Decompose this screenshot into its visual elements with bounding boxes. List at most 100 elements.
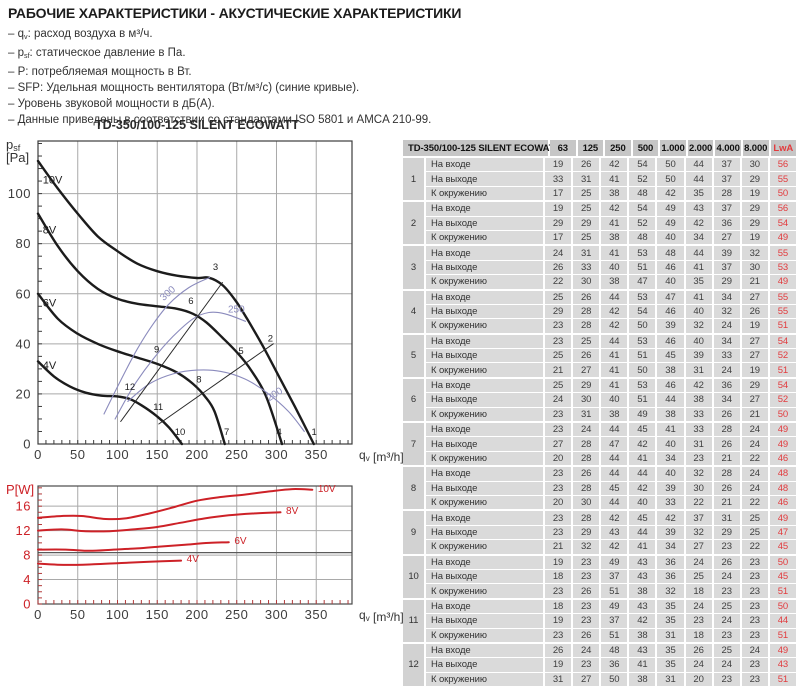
curve-system-line-2-5-8-11 [158, 343, 274, 425]
value-cell: 24 [573, 423, 600, 437]
row-label-cell: На выходе [426, 349, 543, 363]
value-cell: 42 [629, 481, 656, 495]
value-cell: 43 [685, 202, 712, 216]
y-axis-label: psf [6, 137, 21, 153]
value-cell: 21 [713, 495, 740, 510]
value-cell: 44 [601, 423, 628, 437]
group-rows: На входе 19 25 42 54 49 43 37 29 56 На выходе 29 29 4… [426, 202, 796, 245]
curve-10V [37, 488, 314, 521]
value-cell: 21 [545, 363, 572, 377]
value-cell: 49 [657, 202, 684, 216]
value-cell: 26 [713, 481, 740, 495]
row-label-cell: На входе [426, 246, 543, 260]
value-cell: 25 [573, 334, 600, 349]
lwa-value-cell: 55 [769, 304, 796, 319]
value-cell: 37 [713, 202, 740, 216]
curve-8V [37, 511, 282, 533]
lwa-value-cell: 49 [769, 511, 796, 525]
value-cell: 23 [545, 334, 572, 349]
value-cell: 23 [545, 407, 572, 422]
lwa-value-cell: 51 [769, 584, 796, 598]
value-cell: 23 [573, 614, 600, 628]
value-cell: 26 [713, 437, 740, 451]
table-row: К окружению 20 30 44 40 33 22 21 22 46 [426, 495, 796, 510]
value-cell: 48 [601, 643, 628, 658]
lwa-value-cell: 43 [769, 658, 796, 672]
value-cell: 24 [685, 555, 712, 569]
value-cell: 41 [629, 658, 656, 672]
value-cell: 23 [545, 423, 572, 437]
group-rows: На входе 26 24 48 43 35 26 25 24 49 На выходе 19 23 3… [426, 643, 796, 687]
row-label-cell: На выходе [426, 614, 543, 628]
value-cell: 23 [741, 658, 768, 672]
table-group: 9 На входе 23 28 42 45 42 37 31 25 49 На выходе 23 29… [403, 511, 796, 554]
curve-label: 9 [154, 345, 159, 356]
x-tick-label: 250 [225, 607, 248, 622]
value-cell: 44 [629, 467, 656, 481]
lwa-value-cell: 56 [769, 202, 796, 216]
row-label-cell: На входе [426, 202, 543, 216]
value-cell: 32 [685, 525, 712, 540]
table-row: На выходе 26 33 40 51 46 41 37 30 53 [426, 260, 796, 275]
value-cell: 26 [545, 260, 572, 275]
value-cell: 35 [685, 275, 712, 289]
x-axis-label: qv [m³/h] [359, 448, 404, 464]
value-cell: 42 [685, 378, 712, 393]
lwa-value-cell: 47 [769, 525, 796, 540]
lwa-value-cell: 50 [769, 407, 796, 422]
value-cell: 51 [601, 584, 628, 598]
group-number-cell: 1 [403, 158, 424, 201]
value-cell: 23 [741, 555, 768, 569]
value-cell: 42 [629, 437, 656, 451]
row-label-cell: На входе [426, 423, 543, 437]
value-cell: 43 [601, 525, 628, 540]
value-cell: 22 [741, 495, 768, 510]
value-cell: 28 [573, 481, 600, 495]
curve-label: 200 [265, 385, 285, 404]
value-cell: 47 [601, 437, 628, 451]
lwa-value-cell: 50 [769, 555, 796, 569]
value-cell: 44 [601, 495, 628, 510]
x-tick-label: 0 [34, 607, 42, 622]
group-number-cell: 9 [403, 511, 424, 554]
curve-label: 6V [43, 297, 57, 309]
value-cell: 43 [629, 643, 656, 658]
freq-header-cell: 4.000 [715, 140, 741, 156]
value-cell: 26 [685, 643, 712, 658]
value-cell: 23 [713, 672, 740, 687]
value-cell: 23 [685, 451, 712, 466]
value-cell: 23 [573, 658, 600, 672]
curve-6V [36, 292, 226, 446]
group-rows: На входе 19 23 49 43 36 24 26 23 50 На выходе 18 23 3… [426, 555, 796, 598]
value-cell: 49 [601, 599, 628, 614]
table-row: К окружению 17 25 38 48 42 35 28 19 50 [426, 186, 796, 201]
group-number-cell: 2 [403, 202, 424, 245]
value-cell: 46 [657, 378, 684, 393]
value-cell: 38 [601, 230, 628, 245]
value-cell: 23 [741, 569, 768, 584]
value-cell: 27 [741, 334, 768, 349]
value-cell: 41 [601, 246, 628, 260]
table-group: 10 На входе 19 23 49 43 36 24 26 23 50 На выходе 18 2… [403, 555, 796, 598]
value-cell: 25 [545, 290, 572, 304]
curve-4V [37, 559, 183, 566]
row-label-cell: На выходе [426, 393, 543, 407]
y-tick-label: 0 [23, 437, 31, 452]
row-label-cell: На входе [426, 467, 543, 481]
lwa-value-cell: 49 [769, 643, 796, 658]
value-cell: 40 [685, 334, 712, 349]
value-cell: 31 [685, 437, 712, 451]
value-cell: 29 [573, 378, 600, 393]
x-tick-label: 350 [305, 447, 328, 462]
value-cell: 35 [657, 599, 684, 614]
table-group: 12 На входе 26 24 48 43 35 26 25 24 49 На выходе 19 2… [403, 643, 796, 687]
y-tick-label: 12 [16, 523, 31, 538]
curve-label: 250 [228, 305, 245, 316]
value-cell: 40 [657, 275, 684, 289]
value-cell: 25 [573, 202, 600, 216]
curve-label: 10V [318, 484, 336, 495]
value-cell: 24 [573, 643, 600, 658]
y-tick-label: 8 [23, 548, 31, 563]
value-cell: 48 [629, 230, 656, 245]
value-cell: 23 [741, 599, 768, 614]
